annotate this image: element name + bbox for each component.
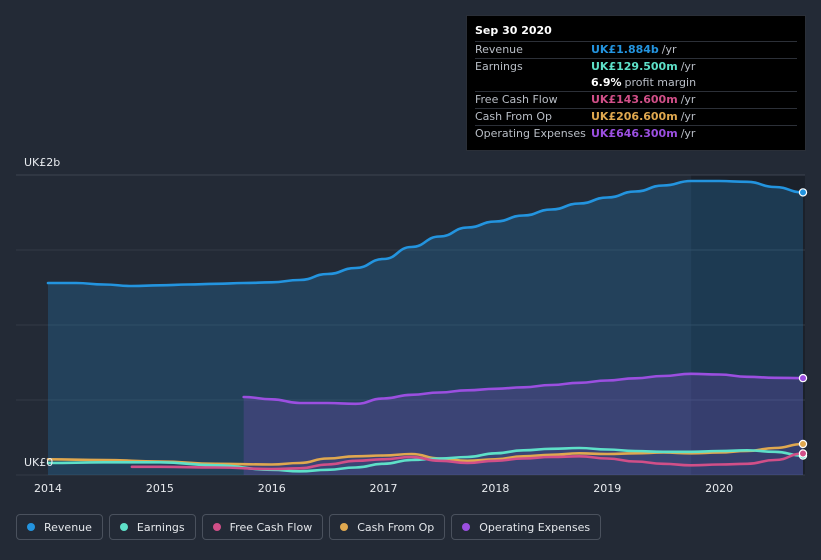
tooltip-row-unit: /yr (680, 93, 696, 106)
tooltip-row-label: Revenue (475, 43, 523, 56)
operating_expenses-end-point[interactable] (798, 373, 808, 383)
free_cash_flow-line (130, 452, 805, 471)
tooltip-row: Earnings UK£129.500m/yr (475, 58, 797, 75)
x-tick-label: 2016 (258, 482, 286, 495)
x-tick-label: 2014 (34, 482, 62, 495)
legend-label: Earnings (136, 520, 185, 534)
tooltip-row: 6.9% profit margin (475, 75, 797, 91)
legend-dot-icon (340, 523, 349, 531)
tooltip-row-label (475, 75, 591, 91)
tooltip-rows: Revenue UK£1.884b/yr Earnings UK£129.500m/y… (475, 41, 797, 142)
legend-item-cash-from-op[interactable]: Cash From Op (329, 514, 446, 540)
tooltip-row-unit: /yr (680, 127, 696, 140)
legend-item-revenue[interactable]: Revenue (16, 514, 103, 540)
legend-label: Operating Expenses (479, 520, 591, 534)
x-tick-label: 2018 (481, 482, 509, 495)
chart-area: 2014 2015 2016 2017 2018 2019 2020 UK£2b UK£0 (16, 156, 808, 495)
tooltip-row-unit: /yr (680, 110, 696, 123)
cash_from_op-end-point[interactable] (798, 439, 808, 449)
tooltip-row-value: 6.9% (591, 76, 622, 89)
legend-dot-icon (119, 523, 128, 531)
tooltip-row-unit: /yr (661, 43, 677, 56)
free_cash_flow-end-point[interactable] (798, 449, 808, 458)
tooltip-row-label: Cash From Op (475, 110, 553, 123)
revenue-line (46, 179, 805, 288)
x-tick-label: 2017 (370, 482, 398, 495)
x-tick-label: 2020 (705, 482, 733, 495)
tooltip-panel: Sep 30 2020 Revenue UK£1.884b/yr Earnings U… (466, 15, 806, 151)
tooltip-row-value: UK£129.500m (591, 60, 678, 73)
operating_expenses-line (242, 372, 805, 406)
tooltip-row: Revenue UK£1.884b/yr (475, 41, 797, 58)
tooltip-date: Sep 30 2020 (475, 24, 552, 37)
tooltip-row: Cash From Op UK£206.600m/yr (475, 108, 797, 125)
legend-item-operating-expenses[interactable]: Operating Expenses (451, 514, 602, 540)
tooltip-row-value: UK£206.600m (591, 110, 678, 123)
tooltip-row-value: UK£1.884b (591, 43, 659, 56)
y-axis-top-label: UK£2b (24, 156, 60, 169)
y-axis-bottom-label: UK£0 (24, 456, 53, 469)
tooltip-row-unit: profit margin (624, 76, 697, 89)
legend: Revenue Earnings Free Cash Flow Cash From O… (16, 514, 602, 542)
legend-dot-icon (462, 523, 471, 531)
revenue-end-point[interactable] (798, 188, 808, 197)
tooltip-row-label: Earnings (475, 60, 523, 73)
legend-item-free-cash-flow[interactable]: Free Cash Flow (201, 514, 324, 540)
tooltip-row-unit: /yr (680, 60, 696, 73)
x-axis-ticks: 2014 2015 2016 2017 2018 2019 2020 (34, 482, 733, 495)
series-group (46, 179, 808, 475)
tooltip-row: Operating Expenses UK£646.300m/yr (475, 125, 797, 142)
tooltip-row-value: UK£143.600m (591, 93, 678, 106)
x-tick-label: 2015 (146, 482, 174, 495)
legend-dot-icon (212, 523, 221, 531)
tooltip-row-label: Operating Expenses (475, 127, 586, 140)
tooltip-row-value: UK£646.300m (591, 127, 678, 140)
legend-item-earnings[interactable]: Earnings (108, 514, 196, 540)
legend-label: Cash From Op (357, 520, 435, 534)
legend-label: Revenue (44, 520, 92, 534)
tooltip-row: Free Cash Flow UK£143.600m/yr (475, 91, 797, 108)
x-tick-label: 2019 (593, 482, 621, 495)
tooltip-row-label: Free Cash Flow (475, 93, 558, 106)
legend-label: Free Cash Flow (229, 520, 313, 534)
grid-lines (16, 174, 805, 476)
cash_from_op-line (46, 442, 805, 466)
legend-dot-icon (27, 523, 35, 531)
revenue-area (48, 181, 803, 475)
